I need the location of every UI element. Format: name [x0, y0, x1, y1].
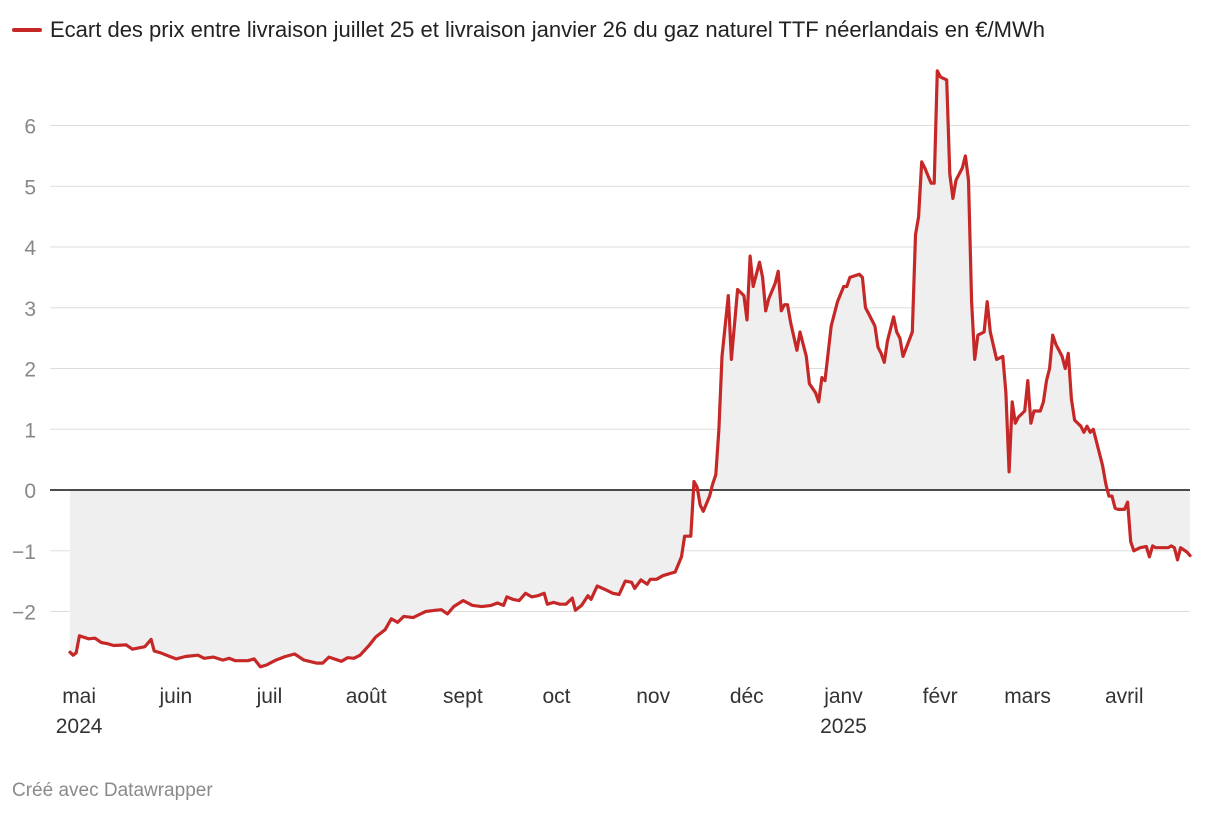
- area-layer: [70, 70, 1190, 667]
- line-layer: [68, 69, 1192, 669]
- x-tick-label: sept: [443, 685, 483, 708]
- y-tick-label: 4: [24, 237, 36, 260]
- x-tick-label: déc: [730, 685, 764, 708]
- x-tick-year-label: 2024: [56, 715, 103, 738]
- x-tick-label: nov: [636, 685, 670, 708]
- x-tick-label: juil: [256, 685, 283, 708]
- x-tick-label: oct: [542, 685, 570, 708]
- y-tick-label: 6: [24, 116, 36, 139]
- y-tick-label: −2: [12, 602, 36, 625]
- x-tick-label: avril: [1105, 685, 1144, 708]
- y-tick-label: 5: [24, 176, 36, 199]
- credit-text: Créé avec Datawrapper: [12, 780, 213, 801]
- y-tick-label: 2: [24, 359, 36, 382]
- x-tick-label: juin: [158, 685, 192, 708]
- x-tick-label: août: [346, 685, 387, 708]
- series-line: [68, 69, 1192, 669]
- legend-swatch: [12, 28, 42, 32]
- y-tick-label: 0: [24, 480, 36, 503]
- y-tick-label: −1: [12, 541, 36, 564]
- x-tick-label: mai: [62, 685, 96, 708]
- legend: Ecart des prix entre livraison juillet 2…: [12, 14, 1045, 46]
- x-tick-year-label: 2025: [820, 715, 867, 738]
- x-tick-label: févr: [923, 685, 958, 708]
- x-tick-label: mars: [1004, 685, 1051, 708]
- legend-label: Ecart des prix entre livraison juillet 2…: [50, 17, 1045, 42]
- x-axis-ticks: mai 2024 juin juil août sept oct nov déc janv 2025…: [56, 685, 1144, 738]
- y-tick-label: 3: [24, 298, 36, 321]
- series-area: [70, 70, 1190, 667]
- y-tick-label: 1: [24, 419, 36, 442]
- x-tick-label: janv: [823, 685, 863, 708]
